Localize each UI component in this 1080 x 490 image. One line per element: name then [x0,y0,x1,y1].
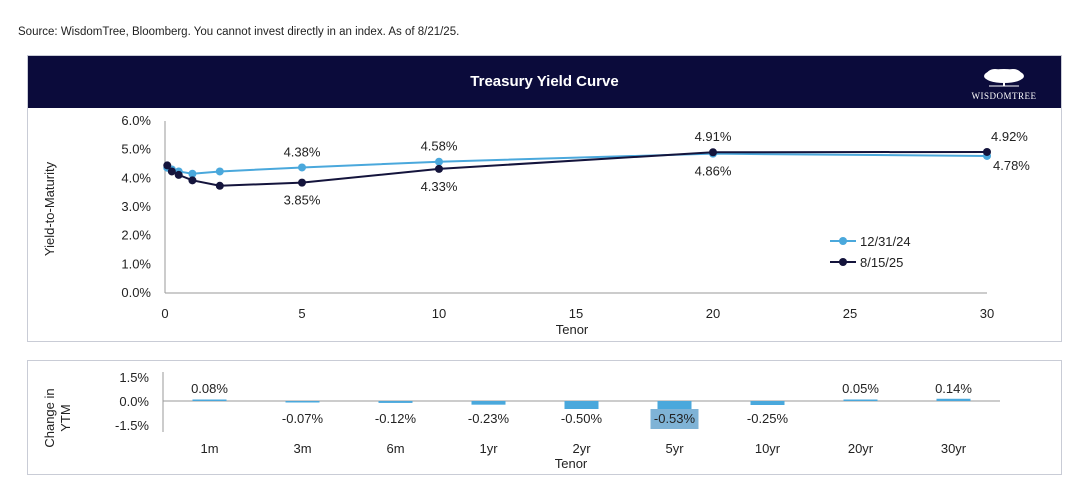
bar-category-label: 10yr [755,441,781,456]
data-label: 3.85% [284,193,321,208]
bar-data-label: -0.50% [561,411,603,426]
x-tick-label: 25 [843,306,857,321]
bar-data-label: 0.05% [842,381,879,396]
x-tick-label: 10 [432,306,446,321]
chart-header: Treasury Yield Curve WISDOMTREE [28,56,1061,108]
tree-icon [984,69,1024,87]
data-label: 4.86% [695,164,732,179]
data-label: 4.91% [695,129,732,144]
wisdomtree-logo: WISDOMTREE [959,66,1049,102]
bar-category-label: 2yr [572,441,591,456]
bar-category-label: 6m [386,441,404,456]
bar-data-label: -0.12% [375,411,417,426]
change-panel [27,360,1062,475]
bar-y-axis-title-line1: Change in [42,388,57,447]
data-point [188,176,197,185]
legend-swatch-marker [839,258,847,266]
data-point [215,167,224,176]
bar [471,401,506,405]
bar [192,399,227,401]
data-point [167,167,176,176]
data-label: 4.78% [993,158,1030,173]
x-tick-label: 15 [569,306,583,321]
yield-curve-panel: Treasury Yield Curve WISDOMTREE [27,55,1062,342]
y-tick-label: 5.0% [121,142,151,157]
bar-data-label: -0.25% [747,411,789,426]
bar-data-label: 0.08% [191,381,228,396]
x-tick-label: 0 [161,306,168,321]
chart-title: Treasury Yield Curve [470,73,619,90]
bar-x-axis-title: Tenor [555,456,588,471]
bar-category-label: 30yr [941,441,967,456]
data-label: 4.38% [284,144,321,159]
x-axis-title: Tenor [556,322,589,337]
legend-label: 8/15/25 [860,255,903,270]
y-tick-label: 4.0% [121,170,151,185]
bar-category-label: 3m [293,441,311,456]
data-point [435,157,443,166]
bar-data-label: 0.14% [935,381,972,396]
y-tick-label: 3.0% [121,199,151,214]
bar-category-label: 1m [200,441,218,456]
data-point [163,161,172,170]
source-note: Source: WisdomTree, Bloomberg. You canno… [18,26,460,38]
bar-data-label: -0.07% [282,411,324,426]
data-point [188,169,197,178]
legend-label: 12/31/24 [860,234,911,249]
data-point [298,178,306,187]
data-point [298,163,306,172]
x-tick-label: 30 [980,306,994,321]
bar [285,401,320,403]
data-point [215,181,224,190]
bar [657,401,692,410]
data-label: 4.58% [421,139,458,154]
data-label: 4.33% [421,179,458,194]
bar-data-label: -0.23% [468,411,510,426]
y-tick-label: 0.0% [121,285,151,300]
data-point [983,147,991,156]
bar [378,401,413,403]
bar [750,401,785,405]
x-tick-label: 20 [706,306,720,321]
bar-category-label: 20yr [848,441,874,456]
logo-text: WISDOMTREE [971,91,1037,101]
highlight-box [650,409,699,429]
data-label: 4.92% [991,129,1028,144]
bar-data-label: -0.53% [654,411,696,426]
bar-category-label: 5yr [665,441,684,456]
data-point [435,164,443,173]
bar-category-label: 1yr [479,441,498,456]
data-point [174,170,183,179]
bar [564,401,599,409]
bar-y-tick-label: 0.0% [119,394,149,409]
y-tick-label: 1.0% [121,256,151,271]
bar-y-tick-label: 1.5% [119,370,149,385]
y-axis-title: Yield-to-Maturity [42,161,57,256]
x-tick-label: 5 [298,306,305,321]
bar-y-tick-label: -1.5% [115,418,149,433]
bar-y-axis-title-line2: YTM [58,404,73,431]
legend-swatch-marker [839,237,847,245]
y-tick-label: 6.0% [121,113,151,128]
data-point [709,148,717,157]
bar [843,399,878,401]
y-tick-label: 2.0% [121,228,151,243]
bar [936,398,971,401]
